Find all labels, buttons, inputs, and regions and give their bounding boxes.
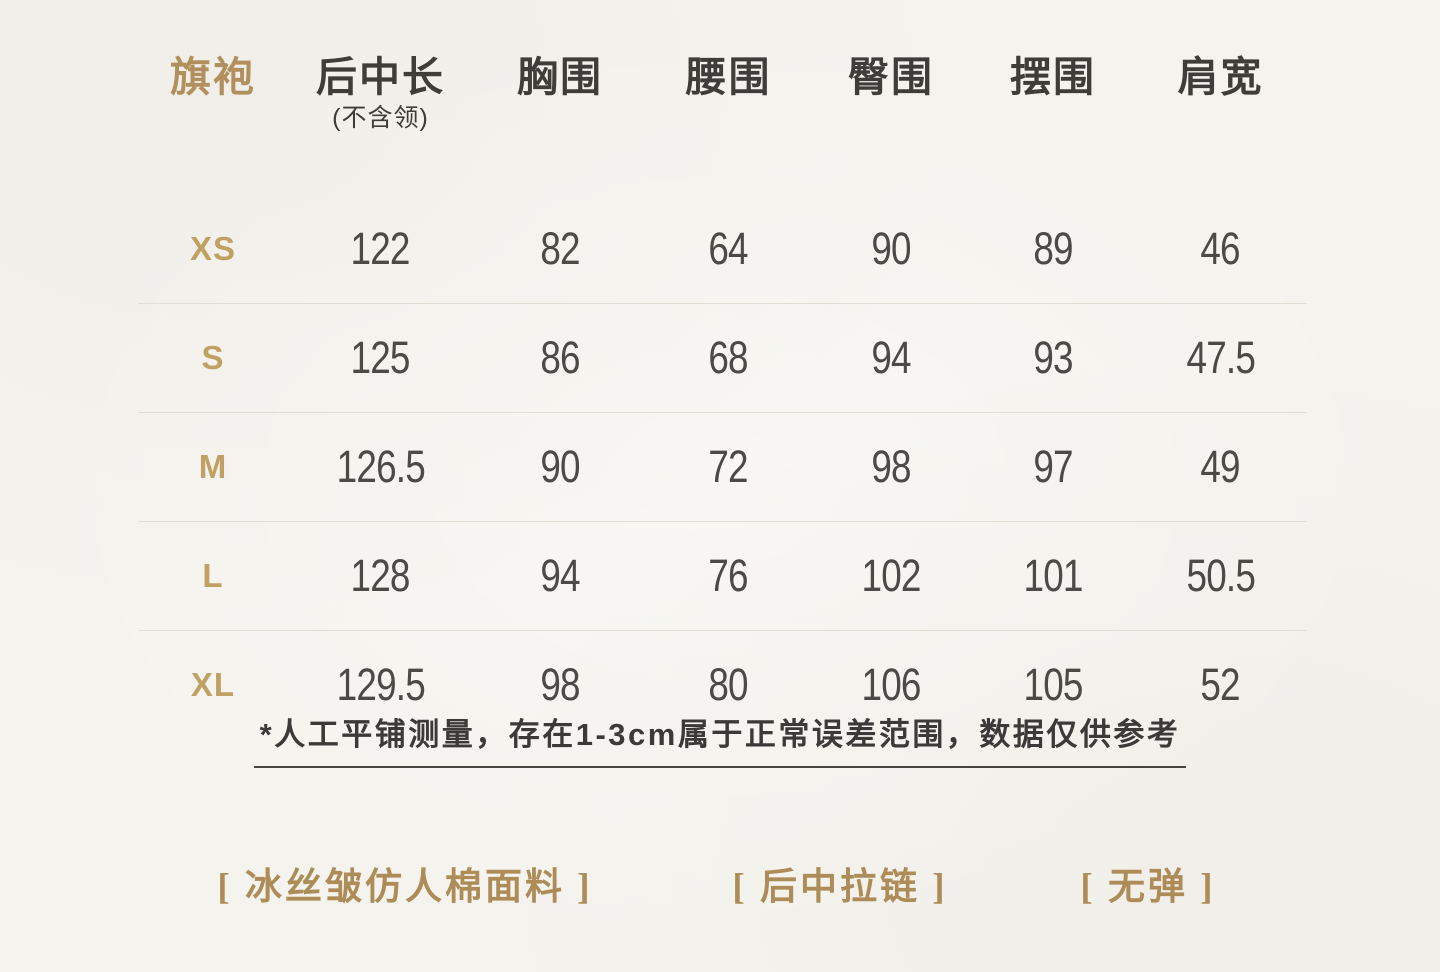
column-label: 摆围: [1010, 54, 1096, 100]
column-header-bust: 胸围: [473, 0, 647, 195]
size-label-xs: XS: [138, 195, 288, 304]
measurement-value: 98: [871, 441, 911, 492]
size-row-l: L 128 94 76 102 101 50.5: [138, 521, 1307, 631]
measurement-value: 68: [708, 332, 749, 383]
stretch-tag: [ 无弹 ]: [1080, 867, 1216, 908]
zipper-tag: [ 后中拉链 ]: [732, 867, 948, 908]
measurement-value: 90: [871, 223, 911, 274]
column-label: 后中长: [316, 54, 445, 100]
size-chart-table: 旗袍 后中长 (不含领) 胸围 腰围 臀围 摆围: [138, 0, 1307, 739]
column-label: 臀围: [848, 54, 934, 100]
footnote-row: *人工平铺测量，存在1-3cm属于正常误差范围，数据仅供参考: [0, 716, 1440, 768]
measurement-value: 93: [1033, 332, 1073, 383]
measurement-value: 106: [861, 659, 921, 710]
header-row: 旗袍 后中长 (不含领) 胸围 腰围 臀围 摆围: [138, 0, 1307, 195]
size-label-l: L: [138, 521, 288, 631]
size-label-m: M: [138, 412, 288, 522]
measurement-value: 47.5: [1186, 332, 1255, 383]
size-row-xl: XL 129.5 98 80 106 105 52: [138, 631, 1307, 740]
measurement-value: 50.5: [1186, 550, 1255, 601]
size-row-s: S 125 86 68 94 93 47.5: [138, 303, 1307, 413]
column-header-hem: 摆围: [972, 0, 1134, 195]
measurement-value: 102: [861, 550, 921, 601]
measurement-value: 76: [708, 550, 749, 601]
measurement-value: 86: [540, 332, 580, 383]
table-title-text: 旗袍: [170, 54, 256, 100]
measurement-value: 101: [1023, 550, 1083, 601]
measurement-value: 94: [871, 332, 911, 383]
measurement-value: 97: [1033, 441, 1073, 492]
column-header-shoulder: 肩宽: [1134, 0, 1307, 195]
measurement-disclaimer: *人工平铺测量，存在1-3cm属于正常误差范围，数据仅供参考: [253, 716, 1187, 768]
size-row-xs: XS 122 82 64 90 89 46: [138, 195, 1307, 304]
size-label-s: S: [138, 303, 288, 413]
column-label: 肩宽: [1177, 54, 1264, 100]
column-sublabel: (不含领): [332, 104, 429, 132]
measurement-value: 49: [1200, 441, 1241, 492]
column-header-back-length: 后中长 (不含领): [288, 0, 473, 195]
measurement-value: 126.5: [336, 441, 425, 492]
measurement-value: 122: [350, 223, 411, 274]
measurement-value: 128: [350, 550, 411, 601]
measurement-value: 105: [1023, 659, 1083, 710]
size-row-m: M 126.5 90 72 98 97 49: [138, 412, 1307, 522]
fabric-tag: [ 冰丝皱仿人棉面料 ]: [217, 867, 593, 908]
measurement-value: 98: [540, 659, 580, 710]
measurement-value: 89: [1033, 223, 1073, 274]
column-label: 腰围: [685, 54, 772, 100]
table-title: 旗袍: [138, 0, 288, 195]
measurement-value: 90: [540, 441, 580, 492]
measurement-value: 46: [1200, 223, 1241, 274]
measurement-value: 94: [540, 550, 580, 601]
measurement-value: 129.5: [336, 659, 425, 710]
measurement-value: 82: [540, 223, 580, 274]
column-header-waist: 腰围: [647, 0, 810, 195]
measurement-value: 64: [708, 223, 749, 274]
measurement-value: 80: [708, 659, 749, 710]
measurement-value: 72: [708, 441, 749, 492]
measurement-value: 125: [350, 332, 411, 383]
column-header-hip: 臀围: [810, 0, 972, 195]
size-label-xl: XL: [190, 666, 236, 703]
measurement-value: 52: [1200, 659, 1241, 710]
column-label: 胸围: [517, 54, 603, 100]
